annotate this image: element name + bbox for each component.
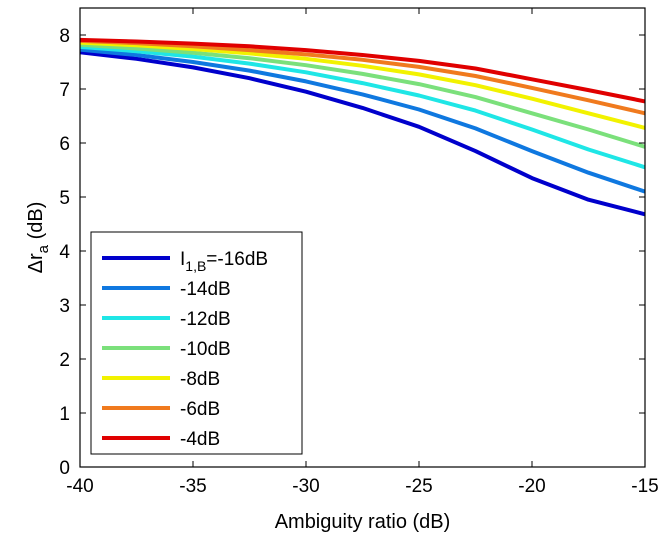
legend-label-subscript: 1,B — [185, 258, 206, 274]
legend-box — [90, 231, 303, 455]
legend-label-main: -10dB — [180, 339, 231, 360]
y-axis-label-main: Δr — [25, 253, 47, 273]
series-lines — [79, 37, 646, 217]
y-tick-label-2: 2 — [59, 350, 70, 371]
x-tick-label-3: -25 — [405, 476, 432, 497]
series-line-4 — [79, 40, 646, 130]
legend-label-2: -12dB — [180, 309, 231, 330]
legend-label-5: -6dB — [180, 399, 220, 420]
legend-label-main: -14dB — [180, 279, 231, 300]
series-line-1 — [79, 47, 646, 194]
series-line-0 — [79, 50, 646, 217]
series-line-5 — [79, 38, 646, 116]
legend-label-main: -6dB — [180, 399, 220, 420]
y-tick-label-6: 6 — [59, 134, 70, 155]
legend: I1,B=-16dB -14dB -12dB -10dB -8dB -6dB -4dB — [90, 231, 303, 455]
x-tick-label-4: -20 — [518, 476, 545, 497]
legend-label-4: -8dB — [180, 369, 220, 390]
series-line-2 — [79, 44, 646, 170]
axes: -40 -35 -30 -25 -20 -15 0 1 2 3 4 5 6 7 8 Ambiguity rat… — [25, 7, 659, 533]
legend-label-3: -10dB — [180, 339, 231, 360]
x-axis-label: Ambiguity ratio (dB) — [275, 511, 451, 533]
y-tick-label-7: 7 — [59, 80, 70, 101]
legend-label-main: -8dB — [180, 369, 220, 390]
series-line-6 — [79, 37, 646, 104]
y-tick-label-5: 5 — [59, 188, 70, 209]
y-axis-label-unit: (dB) — [25, 202, 47, 245]
y-tick-label-1: 1 — [59, 404, 70, 425]
x-tick-label-0: -40 — [66, 476, 93, 497]
x-tick-label-1: -35 — [179, 476, 206, 497]
axes-frame — [79, 7, 646, 468]
series-line-3 — [79, 42, 646, 149]
legend-label-main: -12dB — [180, 309, 231, 330]
y-tick-label-0: 0 — [59, 458, 70, 479]
legend-label-0: I1,B=-16dB — [180, 249, 268, 274]
y-axis-label: Δra (dB) — [25, 202, 52, 274]
legend-label-1: -14dB — [180, 279, 231, 300]
y-axis-label-subscript: a — [35, 244, 52, 253]
y-tick-label-8: 8 — [59, 26, 70, 47]
x-tick-label-2: -30 — [292, 476, 319, 497]
legend-label-6: -4dB — [180, 429, 220, 450]
y-tick-label-4: 4 — [59, 242, 70, 263]
legend-label-main: -4dB — [180, 429, 220, 450]
y-tick-label-3: 3 — [59, 296, 70, 317]
legend-label-rest: =-16dB — [206, 249, 268, 270]
legend-label-main: I — [180, 249, 185, 270]
x-tick-label-5: -15 — [631, 476, 658, 497]
